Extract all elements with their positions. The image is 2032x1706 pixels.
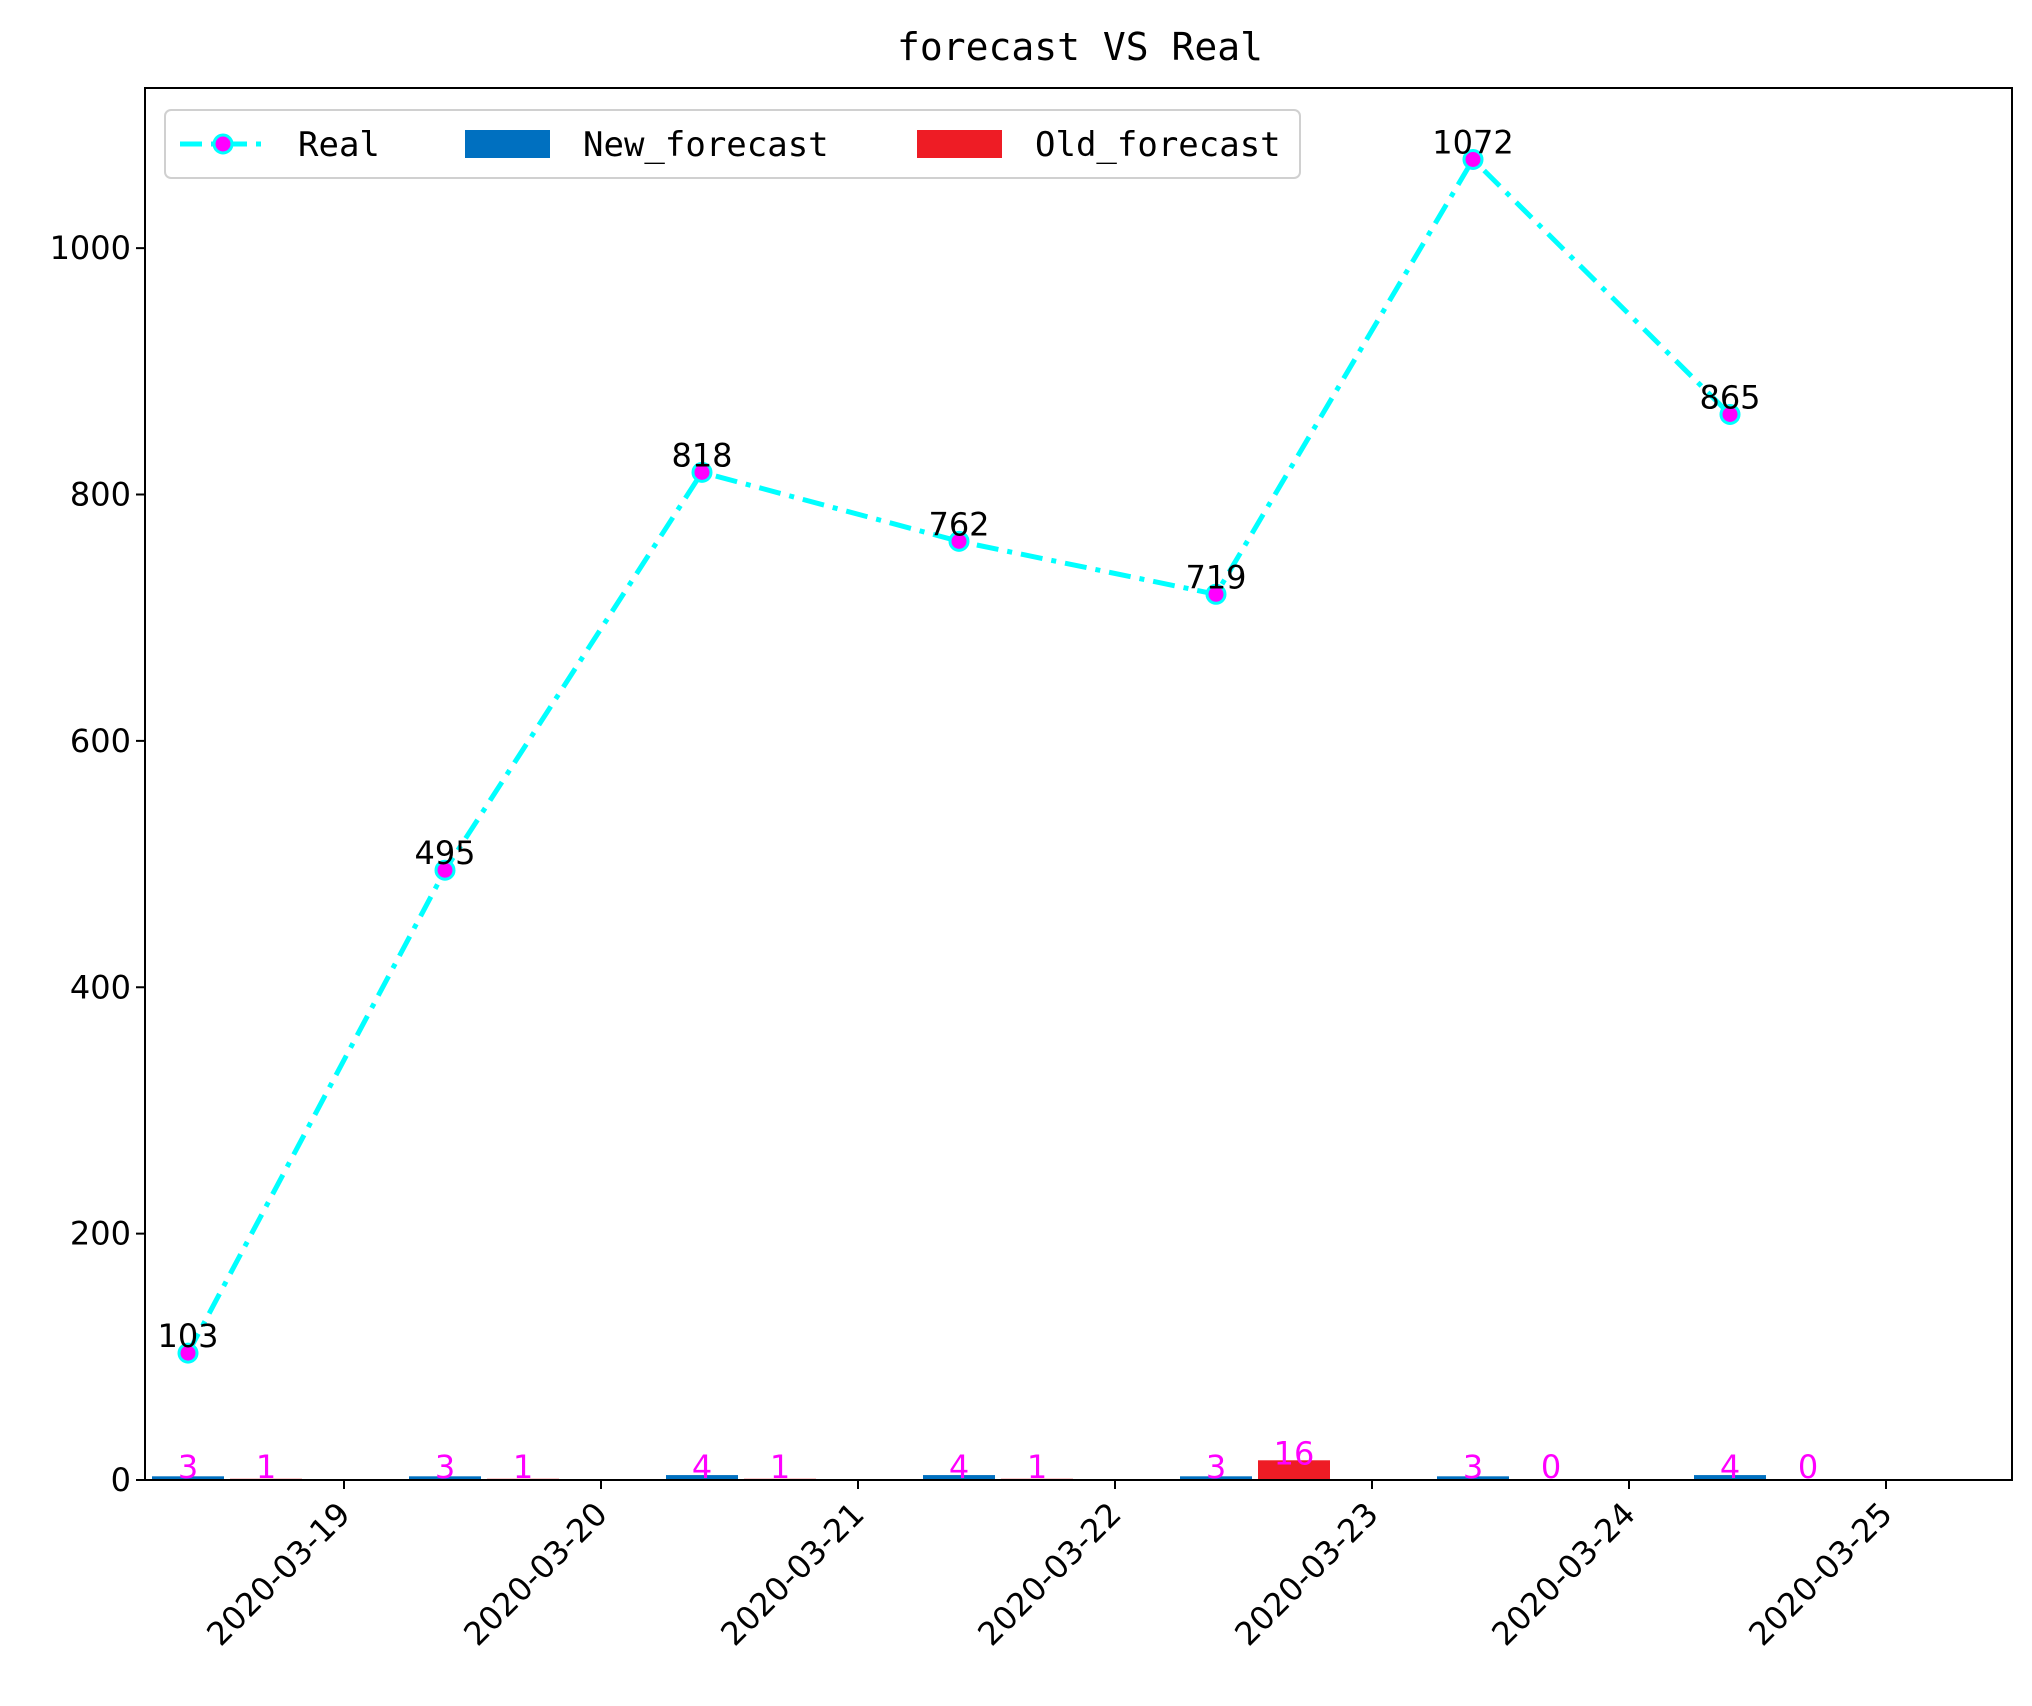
- bar-label-new-forecast: 4: [949, 1448, 969, 1486]
- bar-new-forecast: [1180, 1476, 1252, 1480]
- bar-label-old-forecast: 1: [256, 1448, 276, 1486]
- bar-label-old-forecast: 1: [513, 1448, 533, 1486]
- bar-label-new-forecast: 4: [692, 1448, 712, 1486]
- bar-label-new-forecast: 4: [1720, 1448, 1740, 1486]
- y-tick-label: 0: [111, 1461, 131, 1499]
- y-tick-label: 800: [70, 476, 131, 514]
- bar-label-new-forecast: 3: [178, 1448, 198, 1486]
- point-real: [434, 859, 456, 881]
- bar-label-old-forecast: 16: [1274, 1434, 1315, 1472]
- data-label-real: 865: [1699, 378, 1760, 416]
- series-line-real: [185, 155, 1732, 1355]
- bar-label-old-forecast: 0: [1541, 1448, 1561, 1486]
- legend-swatch-new-forecast: [465, 130, 550, 158]
- legend: Real New_forecast Old_forecast: [164, 109, 1301, 179]
- x-tick-label: 2020-03-20: [456, 1495, 614, 1653]
- legend-box: [164, 109, 1301, 179]
- bar-label-old-forecast: 1: [1027, 1448, 1047, 1486]
- bar-old-forecast: [1258, 1460, 1330, 1480]
- chart-title: forecast VS Real: [897, 25, 1263, 69]
- point-real: [1205, 583, 1227, 605]
- x-tick-label: 2020-03-25: [1741, 1495, 1899, 1653]
- point-real: [177, 1342, 199, 1364]
- y-tick-label: 200: [70, 1215, 131, 1253]
- legend-label: Old_forecast: [1035, 125, 1281, 165]
- x-tick-label: 2020-03-24: [1484, 1495, 1642, 1653]
- x-tick-label: 2020-03-23: [1227, 1495, 1385, 1653]
- bar-label-new-forecast: 3: [1463, 1448, 1483, 1486]
- bar-new-forecast: [1437, 1476, 1509, 1480]
- y-tick-label: 400: [70, 968, 131, 1006]
- point-real: [1462, 148, 1484, 170]
- bar-label-new-forecast: 3: [435, 1448, 455, 1486]
- y-tick-label: 600: [70, 722, 131, 760]
- bar-new-forecast: [152, 1476, 224, 1480]
- x-tick-label: 2020-03-19: [199, 1495, 357, 1653]
- data-label-real: 818: [671, 436, 732, 474]
- point-real: [1719, 403, 1741, 425]
- data-label-real: 719: [1185, 558, 1246, 596]
- point-real: [691, 461, 713, 483]
- bar-new-forecast: [409, 1476, 481, 1480]
- data-label-real: 1072: [1432, 123, 1513, 161]
- bar-label-new-forecast: 3: [1206, 1448, 1226, 1486]
- data-label-real: 495: [414, 834, 475, 872]
- point-real: [948, 530, 970, 552]
- x-tick-label: 2020-03-21: [713, 1495, 871, 1653]
- y-tick-label: 1000: [50, 229, 131, 267]
- data-label-real: 103: [157, 1317, 218, 1355]
- legend-label: Real: [298, 125, 380, 165]
- bar-label-old-forecast: 0: [1798, 1448, 1818, 1486]
- plot-area: 3 1 3 1 4 1 4 1 3 16 3 0 4 0 103 495 818 762 719 1072 865 0 20…: [50, 87, 2013, 1653]
- data-label-real: 762: [928, 505, 989, 543]
- bar-label-old-forecast: 1: [770, 1448, 790, 1486]
- bar-new-forecast: [1694, 1475, 1766, 1480]
- legend-marker-real: [212, 133, 234, 155]
- bar-new-forecast: [666, 1475, 738, 1480]
- bar-new-forecast: [923, 1475, 995, 1480]
- x-tick-label: 2020-03-22: [970, 1495, 1128, 1653]
- legend-swatch-old-forecast: [917, 130, 1002, 158]
- axes-frame: [144, 87, 2013, 1481]
- legend-label: New_forecast: [583, 125, 829, 165]
